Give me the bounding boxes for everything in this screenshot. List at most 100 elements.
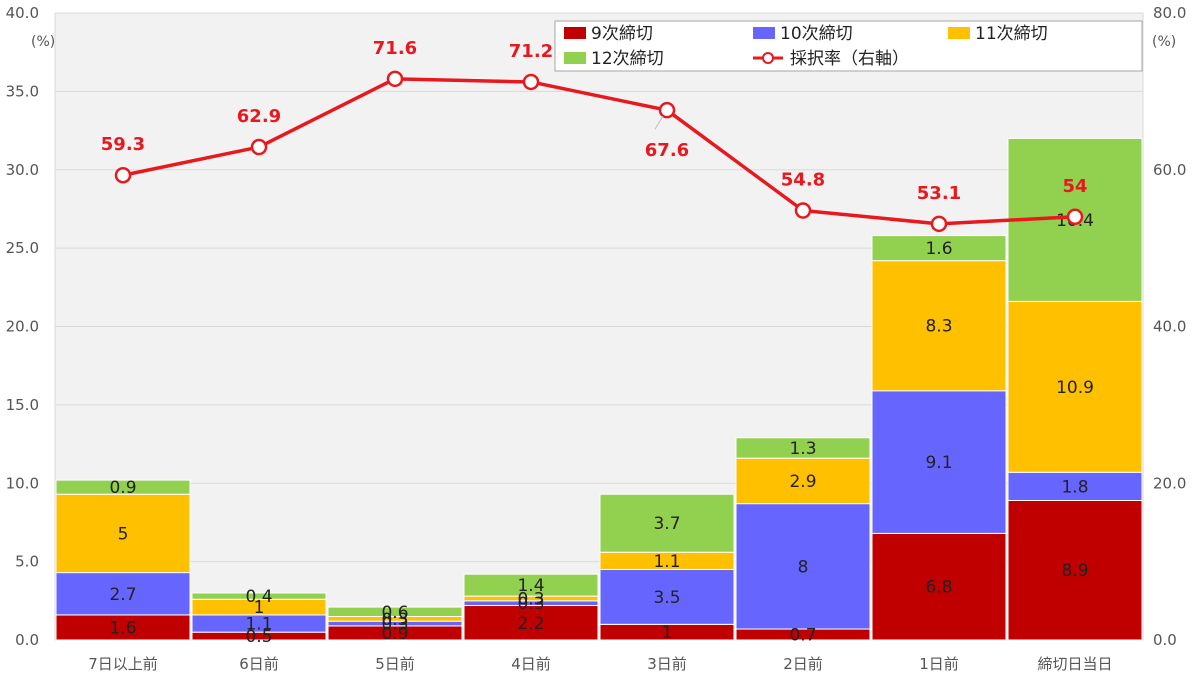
legend-swatch (948, 27, 970, 39)
segment-value-label: 0.9 (109, 478, 136, 498)
rate-point (1066, 208, 1084, 226)
segment-value-label: 1 (254, 598, 265, 618)
bar-segment (463, 573, 599, 597)
rate-value-label: 67.6 (645, 140, 689, 161)
bars (55, 137, 1143, 641)
rate-point (658, 101, 676, 119)
bar-segment (871, 260, 1007, 392)
category-label: 3日前 (647, 655, 687, 673)
segment-value-label: 0.6 (381, 603, 408, 623)
category-label: 5日前 (375, 655, 415, 673)
bar-segment (871, 390, 1007, 534)
left-axis-tick-label: 15.0 (6, 396, 39, 414)
left-axis-tick-label: 0.0 (15, 631, 39, 649)
segment-value-label: 3.5 (653, 588, 680, 608)
rate-value-label: 54.8 (781, 170, 825, 191)
legend: 9次締切 10次締切 11次締切 12次締切 採択率（右軸） (554, 20, 1143, 72)
bar-segment (871, 235, 1007, 262)
rate-point (794, 202, 812, 219)
right-axis-tick-label: 40.0 (1153, 318, 1186, 336)
left-axis-tick-label: 30.0 (6, 161, 39, 179)
rate-value-label: 71.2 (509, 41, 553, 62)
rate-point (114, 166, 132, 184)
bar-segment (735, 457, 871, 505)
segment-value-label: 1.4 (517, 576, 544, 596)
segment-value-label: 1.6 (109, 618, 136, 638)
segment-value-label: 0.9 (381, 624, 408, 644)
right-axis-tick-label: 0.0 (1153, 631, 1177, 649)
category-label: 7日以上前 (88, 655, 158, 673)
bar-segment (463, 605, 599, 641)
segment-value-label: 1.1 (245, 615, 272, 635)
segment-value-label: 9.1 (925, 453, 952, 473)
bar-segment (55, 614, 191, 641)
legend-marker (762, 52, 774, 64)
segment-value-label: 5 (118, 524, 129, 544)
legend-swatch (564, 52, 586, 64)
bar-segment (327, 606, 463, 617)
segment-value-label: 8.9 (1061, 561, 1088, 581)
segment-value-label: 2.2 (517, 614, 544, 634)
rate-point (250, 138, 268, 156)
legend-box (554, 20, 1143, 72)
legend-label: 採択率（右軸） (790, 49, 909, 69)
segment-value-label: 0.7 (789, 626, 816, 646)
bar-segment (735, 437, 871, 459)
left-axis-tick-label: 20.0 (6, 318, 39, 336)
segment-value-label: 3.7 (653, 514, 680, 534)
left-axis-tick-label: 35.0 (6, 82, 39, 100)
segment-value-labels: 1.62.750.90.51.110.40.90.30.30.62.20.30.… (109, 211, 1093, 647)
bar-segment (599, 568, 735, 625)
legend-swatch (564, 27, 586, 39)
bar-segment (55, 479, 191, 495)
segment-value-label: 0.3 (517, 594, 544, 614)
segment-value-label: 1.6 (925, 239, 952, 259)
segment-value-label: 1.8 (1061, 477, 1088, 497)
axes: (%) (%) 0.05.010.015.020.025.030.035.040… (6, 4, 1187, 673)
right-axis-tick-label: 20.0 (1153, 474, 1186, 492)
category-label: 2日前 (783, 655, 823, 673)
segment-value-label: 0.4 (245, 587, 272, 607)
bar-segment (1007, 300, 1143, 473)
rate-value-label: 54 (1062, 176, 1087, 197)
rate-value-label: 53.1 (917, 183, 961, 204)
segment-value-label: 1.1 (653, 552, 680, 572)
segment-value-label: 2.9 (789, 472, 816, 492)
segment-value-label: 8.3 (925, 317, 952, 337)
leader-line (654, 115, 664, 130)
bar-segment (871, 532, 1007, 641)
category-label: 6日前 (239, 655, 279, 673)
segment-value-label: 0.5 (245, 627, 272, 647)
segment-value-label: 0.3 (517, 589, 544, 609)
bar-segment (1007, 499, 1143, 641)
rate-point (522, 73, 540, 91)
left-axis-tick-label: 40.0 (6, 4, 39, 22)
left-axis-tick-label: 25.0 (6, 239, 39, 257)
category-label: 4日前 (511, 655, 551, 673)
legend-label: 10次締切 (780, 24, 853, 44)
rate-value-label: 62.9 (237, 106, 281, 127)
rate-value-label: 71.6 (373, 38, 417, 59)
left-axis-unit: (%) (31, 34, 55, 50)
segment-value-label: 1.3 (789, 439, 816, 459)
category-label: 締切日当日 (1037, 655, 1112, 673)
legend-label: 9次締切 (591, 24, 653, 44)
segment-value-label: 1 (662, 623, 673, 643)
legend-label: 11次締切 (975, 24, 1048, 44)
bar-segment (599, 493, 735, 553)
bar-segment (1007, 471, 1143, 501)
rate-value-label: 59.3 (101, 134, 145, 155)
rate-point (386, 70, 404, 88)
bar-segment (55, 493, 191, 574)
rate-line (122, 77, 1076, 226)
right-axis-tick-label: 60.0 (1153, 161, 1186, 179)
segment-value-label: 6.8 (925, 578, 952, 598)
rate-line-layer: 59.3 62.9 71.6 71.2 67.6 54.8 53.1 54 (101, 38, 1088, 233)
segment-value-label: 2.7 (109, 585, 136, 605)
left-axis-tick-label: 10.0 (6, 474, 39, 492)
bar-segment (735, 503, 871, 630)
legend-swatch (753, 27, 775, 39)
segment-value-label: 0.3 (381, 610, 408, 630)
